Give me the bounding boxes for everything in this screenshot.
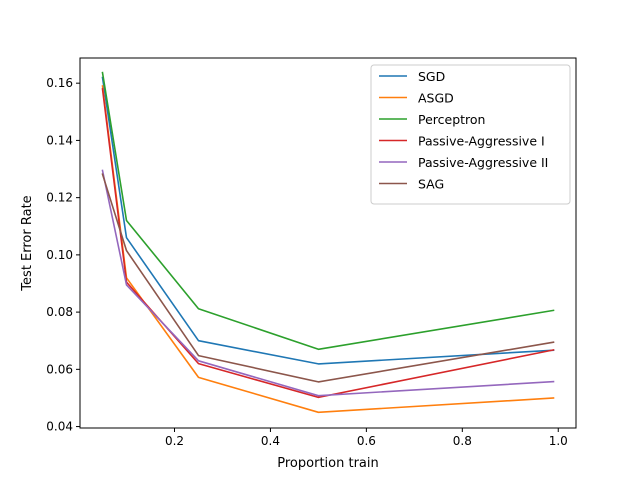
x-tick-label: 1.0 bbox=[549, 434, 568, 448]
x-axis-ticks: 0.2 0.4 0.6 0.8 1.0 bbox=[165, 428, 568, 448]
x-axis-label: Proportion train bbox=[277, 456, 378, 471]
series-line-4 bbox=[101, 88, 555, 399]
y-tick-label: 0.06 bbox=[46, 362, 73, 376]
y-tick-label: 0.14 bbox=[46, 133, 73, 147]
y-tick-label: 0.16 bbox=[46, 76, 73, 90]
axes-frame bbox=[79, 57, 577, 429]
legend-label: SAG bbox=[418, 177, 444, 192]
y-tick-label: 0.04 bbox=[46, 420, 73, 434]
x-tick-label: 0.8 bbox=[453, 434, 472, 448]
series-line-3 bbox=[101, 71, 555, 351]
y-tick-label: 0.08 bbox=[46, 305, 73, 319]
legend-label: Passive-Aggressive I bbox=[418, 134, 545, 149]
x-tick-label: 0.2 bbox=[165, 434, 184, 448]
y-tick-label: 0.10 bbox=[46, 248, 73, 262]
legend-label: Perceptron bbox=[418, 112, 485, 127]
y-axis-label: Test Error Rate bbox=[20, 195, 35, 291]
y-axis-ticks: 0.04 0.06 0.08 0.10 0.12 0.14 0.16 bbox=[46, 76, 80, 434]
series-line-6 bbox=[101, 173, 555, 383]
series-line-5 bbox=[101, 169, 555, 397]
y-tick-label: 0.12 bbox=[46, 191, 73, 205]
legend-label: SGD bbox=[418, 69, 445, 84]
series-lines bbox=[101, 71, 555, 414]
legend: SGD ASGD Perceptron Passive-Aggressive I Pas… bbox=[370, 64, 571, 205]
x-tick-label: 0.4 bbox=[261, 434, 280, 448]
x-tick-label: 0.6 bbox=[357, 434, 376, 448]
legend-label: ASGD bbox=[418, 91, 454, 106]
series-line-1 bbox=[101, 76, 555, 365]
legend-label: Passive-Aggressive II bbox=[418, 155, 548, 170]
legend-frame bbox=[370, 64, 571, 205]
